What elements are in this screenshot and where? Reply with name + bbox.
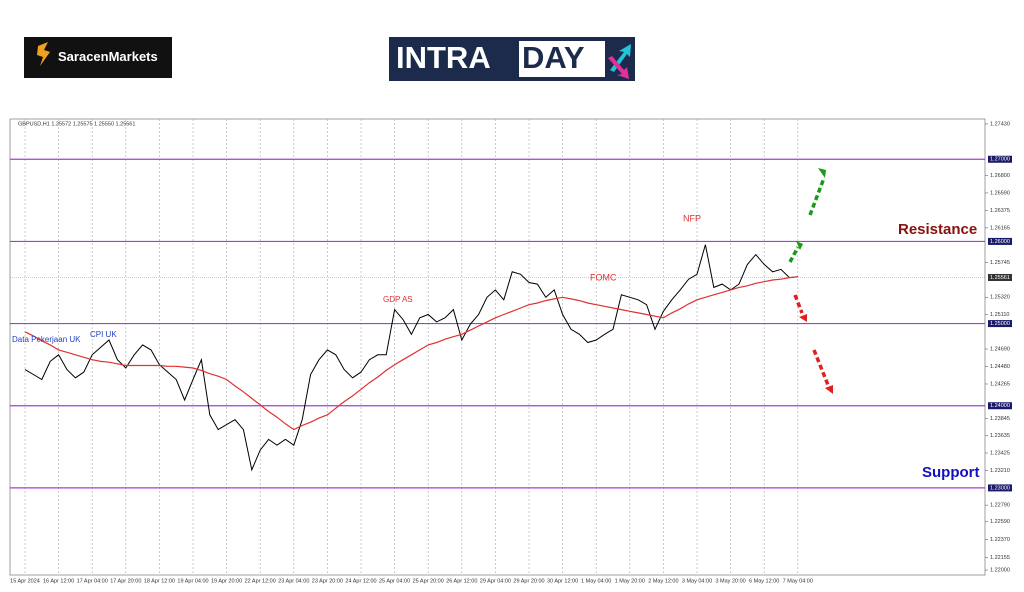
y-tick-label: 1.22155 — [990, 555, 1010, 561]
level-label: 1.24000 — [990, 403, 1010, 409]
y-tick-label: 1.24480 — [990, 364, 1010, 370]
annotation: CPI UK — [90, 330, 117, 339]
y-tick-label: 1.25110 — [990, 312, 1009, 318]
series-line — [24, 276, 798, 431]
y-tick-label: 1.25745 — [990, 260, 1010, 266]
y-tick-label: 1.26375 — [990, 208, 1010, 214]
brand-left-icon — [37, 42, 50, 66]
x-tick-label: 30 Apr 12:00 — [547, 578, 578, 584]
y-tick-label: 1.23210 — [990, 468, 1010, 474]
brand-arrow-down — [608, 56, 629, 79]
brand-right-1: INTRA — [396, 40, 491, 75]
y-tick-label: 1.23425 — [990, 450, 1010, 456]
x-tick-label: 7 May 04:00 — [783, 578, 813, 584]
scenario-arrows — [788, 168, 833, 394]
arrow-head — [799, 314, 807, 322]
y-tick-label: 1.26590 — [990, 190, 1010, 196]
y-tick-label: 1.25320 — [990, 295, 1010, 301]
x-tick-label: 23 Apr 04:00 — [278, 578, 309, 584]
arrow-up — [808, 177, 826, 216]
plot-frame — [9, 118, 986, 576]
arrow-down — [793, 294, 804, 314]
level-label: 1.26000 — [990, 239, 1010, 245]
y-tick-label: 1.26800 — [990, 173, 1010, 179]
brand-right-2: DAY — [522, 40, 585, 75]
series-line — [24, 244, 798, 472]
annotation: NFP — [683, 213, 701, 223]
plot-layer — [10, 119, 985, 575]
x-tick-label: 19 Apr 04:00 — [177, 578, 208, 584]
x-tick-label: 22 Apr 12:00 — [245, 578, 276, 584]
level-label: 1.27000 — [990, 157, 1010, 163]
x-tick-label: 3 May 20:00 — [715, 578, 745, 584]
x-tick-label: 1 May 04:00 — [581, 578, 611, 584]
x-tick-label: 6 May 12:00 — [749, 578, 779, 584]
y-tick-label: 1.22790 — [990, 503, 1010, 509]
y-tick-label: 1.24690 — [990, 347, 1010, 353]
x-tick-label: 29 Apr 04:00 — [480, 578, 511, 584]
x-tick-label: 26 Apr 12:00 — [446, 578, 477, 584]
x-tick-label: 29 Apr 20:00 — [513, 578, 544, 584]
annotation: Data Pekerjaan UK — [12, 335, 81, 344]
annotation: FOMC — [590, 272, 617, 282]
x-tick-label: 19 Apr 20:00 — [211, 578, 242, 584]
y-tick-label: 1.26165 — [990, 225, 1010, 231]
level-label-box — [988, 484, 1012, 492]
x-tick-label: 15 Apr 2024 — [10, 578, 40, 584]
y-tick-label: 1.23635 — [990, 433, 1010, 439]
x-tick-label: 16 Apr 12:00 — [43, 578, 74, 584]
arrow-head — [825, 385, 833, 394]
arrow-head — [818, 168, 826, 178]
level-label-box — [988, 237, 1012, 245]
chart-title: GBPUSD,H1 1.25572 1.25575 1.25550 1.2556… — [18, 121, 135, 127]
arrow-up — [788, 246, 800, 263]
arrow-down — [812, 349, 830, 386]
x-tick-label: 17 Apr 04:00 — [77, 578, 108, 584]
x-tick-label: 23 Apr 20:00 — [312, 578, 343, 584]
x-tick-label: 25 Apr 20:00 — [413, 578, 444, 584]
brand-left-box — [24, 37, 172, 78]
level-label-box — [988, 402, 1012, 410]
resistance-label: Resistance — [898, 221, 977, 238]
x-tick-label: 1 May 20:00 — [615, 578, 645, 584]
arrow-head — [796, 241, 803, 250]
level-label-box — [988, 155, 1012, 163]
y-tick-label: 1.24265 — [990, 381, 1010, 387]
x-tick-label: 24 Apr 12:00 — [345, 578, 376, 584]
brand-right-2-box — [519, 41, 605, 77]
support-label: Support — [922, 464, 980, 481]
y-tick-label: 1.27430 — [990, 121, 1010, 127]
level-label: 1.25000 — [990, 321, 1010, 327]
x-tick-label: 25 Apr 04:00 — [379, 578, 410, 584]
y-tick-label: 1.22000 — [990, 568, 1010, 574]
x-tick-label: 2 May 12:00 — [648, 578, 678, 584]
y-tick-label: 1.23845 — [990, 416, 1010, 422]
last-price-box — [988, 273, 1012, 281]
brand-left: SaracenMarkets — [58, 49, 158, 64]
last-price-label: 1.25561 — [990, 275, 1010, 281]
x-tick-label: 17 Apr 20:00 — [110, 578, 141, 584]
x-tick-label: 18 Apr 12:00 — [144, 578, 175, 584]
y-tick-label: 1.22590 — [990, 519, 1010, 525]
annotation: GDP AS — [383, 295, 413, 304]
level-label-box — [988, 320, 1012, 328]
level-label: 1.23000 — [990, 485, 1010, 491]
y-tick-label: 1.22370 — [990, 537, 1010, 543]
x-tick-label: 3 May 04:00 — [682, 578, 712, 584]
